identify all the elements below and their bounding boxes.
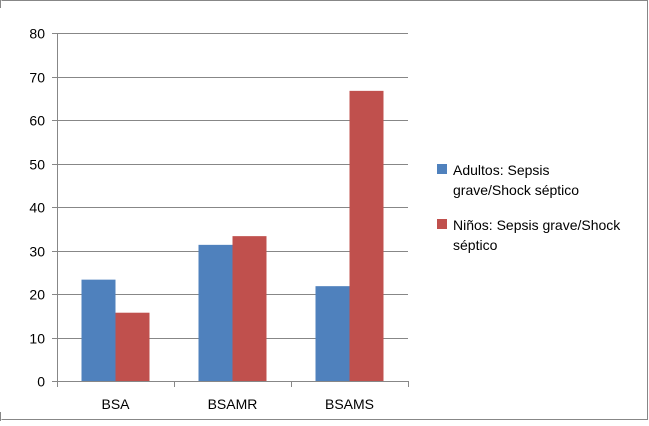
bar-bsa-series-2 bbox=[115, 312, 150, 381]
y-tick-label: 40 bbox=[29, 200, 45, 216]
bars bbox=[81, 90, 384, 381]
y-tick-label: 0 bbox=[37, 374, 45, 390]
y-tick-label: 20 bbox=[29, 287, 45, 303]
legend-label: Adultos: Sepsis bbox=[453, 162, 550, 178]
y-tick-label: 10 bbox=[29, 331, 45, 347]
legend-label: Niños: Sepsis grave/Shock bbox=[453, 217, 621, 233]
legend-item: Adultos: Sepsis grave/Shock séptico bbox=[437, 162, 579, 198]
bar-bsamr-series-1 bbox=[198, 244, 233, 381]
legend-label: grave/Shock séptico bbox=[453, 182, 579, 198]
axes bbox=[52, 33, 409, 387]
legend-swatch bbox=[437, 164, 447, 174]
legend-swatch bbox=[437, 219, 447, 229]
bar-bsamr-series-2 bbox=[232, 236, 267, 381]
legend: Adultos: Sepsis grave/Shock séptico Niños:… bbox=[437, 162, 621, 253]
y-tick-label: 30 bbox=[29, 244, 45, 260]
legend-item: Niños: Sepsis grave/Shock séptico bbox=[437, 217, 621, 253]
y-tick-label: 50 bbox=[29, 157, 45, 173]
chart-border-left-mask bbox=[0, 0, 2, 421]
y-tick-label: 70 bbox=[29, 70, 45, 86]
bar-bsams-series-1 bbox=[315, 286, 350, 381]
legend-label: séptico bbox=[453, 237, 498, 253]
x-tick-label: BSAMR bbox=[208, 396, 258, 412]
bar-bsams-series-2 bbox=[349, 90, 384, 381]
bar-bsa-series-1 bbox=[81, 279, 116, 381]
x-tick-label: BSA bbox=[101, 396, 130, 412]
y-tick-label: 80 bbox=[29, 26, 45, 42]
x-tick-labels: BSA BSAMR BSAMS bbox=[101, 396, 374, 412]
y-tick-label: 60 bbox=[29, 113, 45, 129]
x-tick-label: BSAMS bbox=[325, 396, 374, 412]
y-tick-labels: 0 10 20 30 40 50 60 70 80 bbox=[29, 26, 45, 390]
